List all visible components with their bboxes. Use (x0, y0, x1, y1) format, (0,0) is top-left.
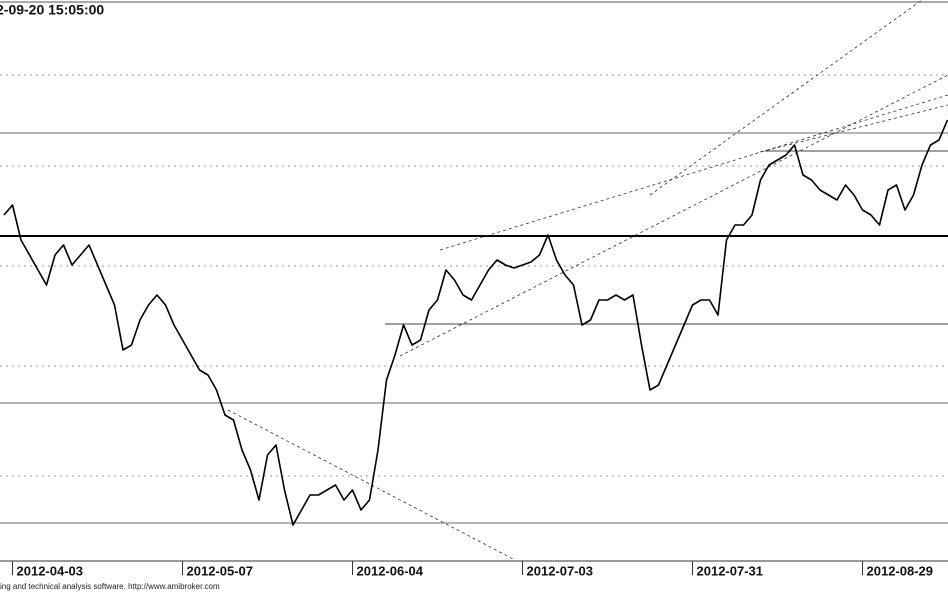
x-tick-label: 2012-07-03 (527, 563, 594, 578)
x-tick-label: 2012-08-29 (867, 563, 934, 578)
x-tick-label: 2012-07-31 (697, 563, 764, 578)
x-tick-label: 2012-06-04 (357, 563, 424, 578)
grid (0, 74, 948, 477)
levels (0, 132, 948, 524)
trend-lines (227, 0, 948, 561)
footer: ing and technical analysis software. htt… (0, 582, 220, 591)
trend-line (399, 74, 948, 357)
trend-line (439, 94, 948, 251)
trend-line (759, 104, 948, 153)
trend-line (649, 0, 923, 196)
chart-title: 2-09-20 15:05:00 (0, 2, 104, 18)
x-tick-label: 2012-05-07 (187, 563, 254, 578)
x-tick-label: 2012-04-03 (17, 563, 84, 578)
price-line (3, 119, 948, 526)
